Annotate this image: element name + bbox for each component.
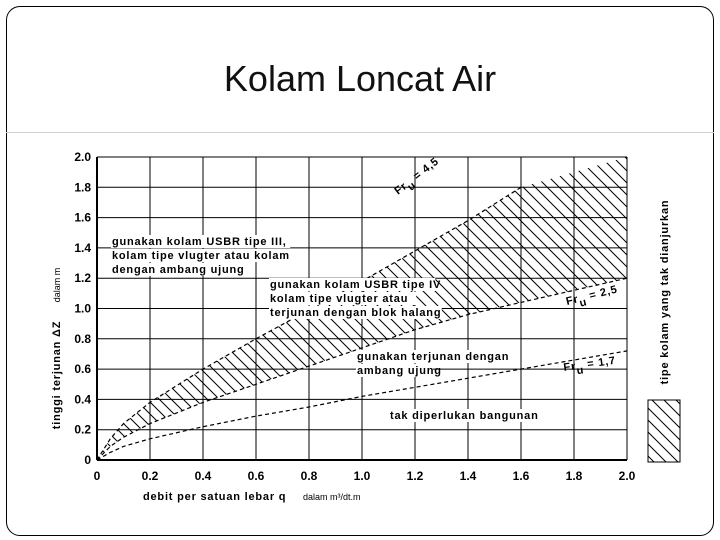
y-tick-label: 1.2 — [74, 271, 91, 285]
region-label-1: gunakan kolam USBR tipe III, — [112, 236, 287, 248]
title-divider — [6, 132, 714, 133]
y-tick-label: 0.6 — [74, 362, 91, 376]
x-tick-label: 1.6 — [513, 469, 530, 483]
series-line-3 — [96, 350, 628, 461]
series-line-1 — [96, 186, 522, 461]
froude-label-3: Fru = 1,7 — [563, 355, 618, 379]
y-tick-label: 0.8 — [74, 332, 91, 346]
x-tick-label: 1.0 — [354, 469, 371, 483]
y-axis-title: tinggi terjunan ΔZ — [51, 321, 63, 429]
x-tick-label: 1.2 — [407, 469, 424, 483]
y-tick-label: 0.2 — [74, 423, 91, 437]
region-label-bg — [111, 235, 291, 248]
region-label-bg — [269, 292, 417, 305]
region-label-1: kolam tipe vlugter atau kolam — [112, 250, 290, 262]
region-label-bg — [269, 278, 436, 291]
region-label-2: terjunan dengan blok halang — [270, 307, 441, 319]
x-tick-label: 0.8 — [301, 469, 318, 483]
region-label-bg — [356, 364, 433, 377]
series-line-2 — [96, 277, 628, 461]
y-tick-label: 1.4 — [74, 241, 91, 255]
slide-title: Kolam Loncat Air — [223, 58, 497, 99]
x-tick-label: 0.2 — [142, 469, 159, 483]
legend-swatch — [647, 399, 681, 463]
region-label-bg — [356, 350, 504, 363]
region-label-2: gunakan kolam USBR tipe IV — [270, 279, 441, 291]
froude-label-1: Fru = 4,5 — [392, 155, 444, 201]
region-label-bg — [389, 409, 537, 422]
x-tick-label: 1.4 — [460, 469, 477, 483]
y-tick-label: 0.4 — [74, 392, 91, 406]
x-axis-unit: dalam m³/dt.m — [303, 492, 361, 502]
region-label-bg — [269, 306, 442, 319]
region-label-3: gunakan terjunan dengan — [357, 351, 509, 363]
x-tick-label: 0 — [94, 469, 101, 483]
x-tick-label: 0.4 — [195, 469, 212, 483]
region-label-bg — [111, 249, 297, 262]
region-label-4: tak diperlukan bangunan — [390, 410, 539, 422]
x-tick-label: 0.6 — [248, 469, 265, 483]
region-label-2: kolam tipe vlugter atau — [270, 293, 408, 305]
x-axis-title: debit per satuan lebar q — [143, 491, 286, 503]
y-tick-label: 1.0 — [74, 302, 91, 316]
region-label-3: ambang ujung — [357, 365, 442, 377]
y-tick-label: 0 — [84, 453, 91, 467]
y-tick-label: 1.8 — [74, 180, 91, 194]
y-tick-label: 1.6 — [74, 211, 91, 225]
x-tick-label: 1.8 — [566, 469, 583, 483]
region-label-1: dengan ambang ujung — [112, 264, 245, 276]
y-tick-label: 2.0 — [74, 150, 91, 164]
region-label-bg — [111, 263, 233, 276]
y-axis-unit: dalam m — [52, 268, 62, 303]
legend-label: tipe kolam yang tak dianjurkan — [659, 200, 671, 385]
x-tick-label: 2.0 — [619, 469, 636, 483]
